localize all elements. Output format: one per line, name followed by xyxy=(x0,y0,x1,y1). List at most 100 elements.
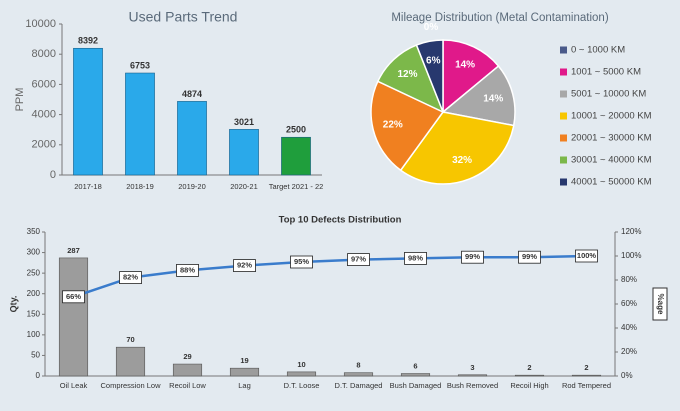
data-label: 92% xyxy=(237,261,252,270)
x-tick-label: 2019-20 xyxy=(178,182,206,191)
point-box xyxy=(290,255,313,269)
data-label: 3 xyxy=(470,363,474,372)
x-tick-label: Rod Tempered xyxy=(562,381,611,390)
point-box xyxy=(176,263,199,277)
point-box xyxy=(119,271,142,285)
y-tick-label: 50 xyxy=(31,351,40,360)
legend-label: 10001 ~ 20000 KM xyxy=(571,111,652,122)
bar xyxy=(286,371,317,377)
legend-label: 1001 ~ 5000 KM xyxy=(571,67,641,78)
data-label: 287 xyxy=(67,246,80,255)
bar xyxy=(457,374,488,377)
y2-tick-label: 80% xyxy=(621,275,637,284)
pie-slice xyxy=(415,39,444,113)
chart-title: Top 10 Defects Distribution xyxy=(279,215,402,226)
data-label: 6753 xyxy=(130,60,150,70)
bar xyxy=(115,346,146,377)
legend-swatch xyxy=(560,134,567,142)
data-label: 3021 xyxy=(234,117,254,127)
bar xyxy=(400,373,431,377)
legend-label: 40001 ~ 50000 KM xyxy=(571,177,652,188)
bar xyxy=(73,47,103,176)
x-tick-label: Oil Leak xyxy=(60,381,88,390)
x-tick-label: Bush Damaged xyxy=(390,381,442,390)
y-tick-label: 150 xyxy=(27,309,41,318)
y-axis-label: Qty. xyxy=(8,296,18,313)
x-tick-label: Lag xyxy=(238,381,251,390)
data-label: 6 xyxy=(413,362,417,371)
data-label: 4874 xyxy=(182,89,202,99)
point-box xyxy=(575,249,598,263)
data-label: 95% xyxy=(294,257,309,266)
pie-slice xyxy=(399,111,515,185)
data-label: 97% xyxy=(351,255,366,264)
y-tick-label: 4000 xyxy=(32,109,56,121)
legend-swatch xyxy=(560,112,567,120)
y2-tick-label: 100% xyxy=(621,251,641,260)
bar xyxy=(514,374,545,377)
chart-title: Used Parts Trend xyxy=(129,9,238,25)
data-label: 8 xyxy=(356,361,360,370)
slice-label: 14% xyxy=(455,60,475,71)
data-label: 19 xyxy=(240,356,248,365)
slice-label: 32% xyxy=(452,155,472,166)
y-tick-label: 100 xyxy=(27,330,41,339)
legend-label: 0 ~ 1000 KM xyxy=(571,45,625,56)
y2-tick-label: 20% xyxy=(621,347,637,356)
y2-tick-label: 0% xyxy=(621,371,633,380)
data-label: 66% xyxy=(66,292,81,301)
slice-label: 14% xyxy=(483,94,503,105)
bar xyxy=(58,257,89,377)
y2-axis-label: %age xyxy=(656,294,665,315)
y-tick-label: 6000 xyxy=(32,78,56,90)
x-tick-label: Recoil Low xyxy=(169,381,206,390)
x-tick-label: Target 2021 - 22 xyxy=(269,182,324,191)
data-label: 10 xyxy=(297,360,305,369)
bar xyxy=(177,101,207,176)
data-label: 2 xyxy=(527,363,531,372)
x-tick-label: Recoil High xyxy=(510,381,548,390)
point-box xyxy=(518,250,541,264)
x-tick-label: 2018-19 xyxy=(126,182,154,191)
bar xyxy=(229,129,259,176)
bar xyxy=(172,363,203,377)
y2-tick-label: 40% xyxy=(621,323,637,332)
y-tick-label: 10000 xyxy=(25,18,56,30)
data-label: 8392 xyxy=(78,36,98,46)
data-label: 82% xyxy=(123,273,138,282)
x-tick-label: 2017-18 xyxy=(74,182,102,191)
x-tick-label: Compression Low xyxy=(100,381,161,390)
y-tick-label: 0 xyxy=(36,371,41,380)
bar xyxy=(125,72,155,176)
data-label: 2 xyxy=(584,363,588,372)
legend-label: 20001 ~ 30000 KM xyxy=(571,133,652,144)
y-tick-label: 300 xyxy=(27,248,41,257)
slice-label: 22% xyxy=(383,120,403,131)
y2-label-box xyxy=(652,287,668,321)
y2-tick-label: 120% xyxy=(621,227,641,236)
legend-label: 30001 ~ 40000 KM xyxy=(571,155,652,166)
data-label: 2500 xyxy=(286,125,306,135)
bar xyxy=(229,367,260,377)
x-tick-label: D.T. Damaged xyxy=(335,381,383,390)
point-box xyxy=(62,290,85,304)
legend-swatch xyxy=(560,90,567,98)
legend-label: 5001 ~ 10000 KM xyxy=(571,89,646,100)
legend-swatch xyxy=(560,178,567,186)
bar xyxy=(571,374,602,377)
x-tick-label: 2020-21 xyxy=(230,182,258,191)
data-label: 100% xyxy=(577,251,597,260)
data-label: 88% xyxy=(180,265,195,274)
x-tick-label: Bush Removed xyxy=(447,381,498,390)
y-tick-label: 350 xyxy=(27,227,41,236)
data-label: 99% xyxy=(465,252,480,261)
legend-swatch xyxy=(560,46,567,54)
data-label: 98% xyxy=(408,253,423,262)
y2-tick-label: 60% xyxy=(621,299,637,308)
data-label: 70 xyxy=(126,335,134,344)
chart-title: Mileage Distribution (Metal Contaminatio… xyxy=(391,12,608,24)
y-tick-label: 200 xyxy=(27,289,41,298)
bar xyxy=(343,372,374,377)
point-box xyxy=(404,251,427,265)
